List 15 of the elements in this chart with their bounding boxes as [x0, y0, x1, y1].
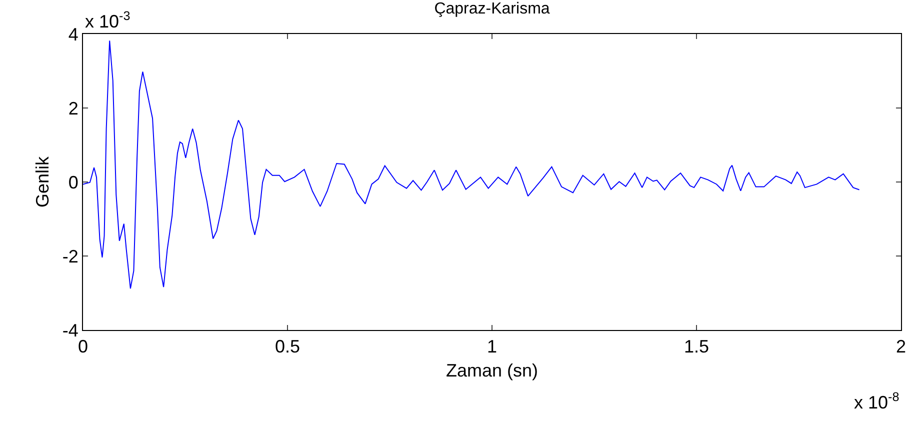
y-axis-title: Genlik [32, 155, 53, 208]
y-tick-label: 0 [68, 172, 78, 192]
x-tick-label: 2 [896, 336, 906, 357]
text: x 10$^{-3}$ [85, 9, 130, 32]
x-tick-label: 0.5 [274, 336, 300, 357]
chart-title: Çapraz-Karisma [434, 0, 550, 18]
line-series [83, 40, 860, 290]
y-tick-label: 4 [68, 24, 78, 44]
y-tick-label: 2 [68, 98, 78, 118]
x-tick-label: 1.5 [684, 336, 710, 357]
y-tick-label: -2 [62, 246, 78, 266]
text: x 10$^{-8}$ [854, 390, 900, 413]
x-axis-title: Zaman (sn) [446, 360, 538, 381]
y-tick-label: -4 [62, 320, 78, 340]
x-tick-label: 1 [486, 336, 498, 357]
